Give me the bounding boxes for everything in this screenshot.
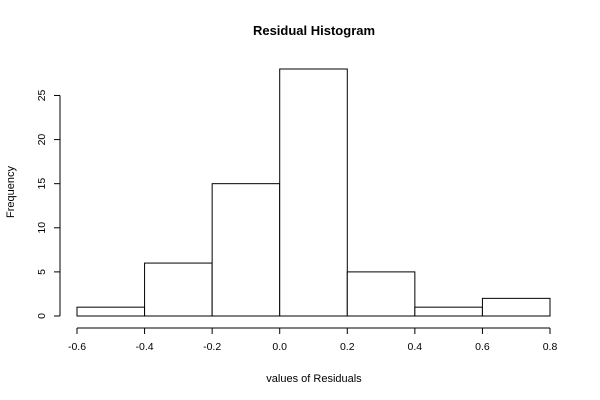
- histogram-bar-4: [346, 271, 416, 317]
- y-axis: 0 5 10 15 20 25: [36, 89, 61, 319]
- bars-group: [76, 68, 551, 317]
- x-tick-label-5: 0.4: [408, 341, 423, 353]
- y-axis-label: Frequency: [5, 166, 17, 218]
- histogram-bar-6: [481, 297, 551, 317]
- x-tick-label-4: 0.2: [340, 341, 355, 353]
- histogram-bar-1: [144, 262, 213, 317]
- y-tick-label-0: 0: [36, 313, 48, 319]
- x-axis-label: values of Residuals: [266, 373, 362, 385]
- x-tick-label-0: -0.6: [68, 341, 86, 353]
- y-tick-label-1: 5: [36, 269, 48, 275]
- chart-title: Residual Histogram: [253, 23, 375, 38]
- y-tick-label-2: 10: [36, 222, 48, 234]
- x-tick-label-7: 0.8: [543, 341, 558, 353]
- x-tick-label-2: -0.2: [203, 341, 221, 353]
- histogram-bar-0: [76, 306, 146, 317]
- histogram-bar-3: [279, 68, 348, 317]
- x-tick-label-6: 0.6: [475, 341, 490, 353]
- x-tick-label-3: 0.0: [272, 341, 287, 353]
- x-tick-label-1: -0.4: [136, 341, 154, 353]
- y-tick-label-5: 25: [36, 89, 48, 101]
- y-tick-label-4: 20: [36, 134, 48, 146]
- y-tick-label-3: 15: [36, 178, 48, 190]
- x-axis: -0.6 -0.4 -0.2 0.0 0.2 0.4 0.6 0.8: [68, 327, 558, 353]
- histogram-bar-5: [414, 306, 483, 317]
- histogram-bar-2: [211, 183, 281, 317]
